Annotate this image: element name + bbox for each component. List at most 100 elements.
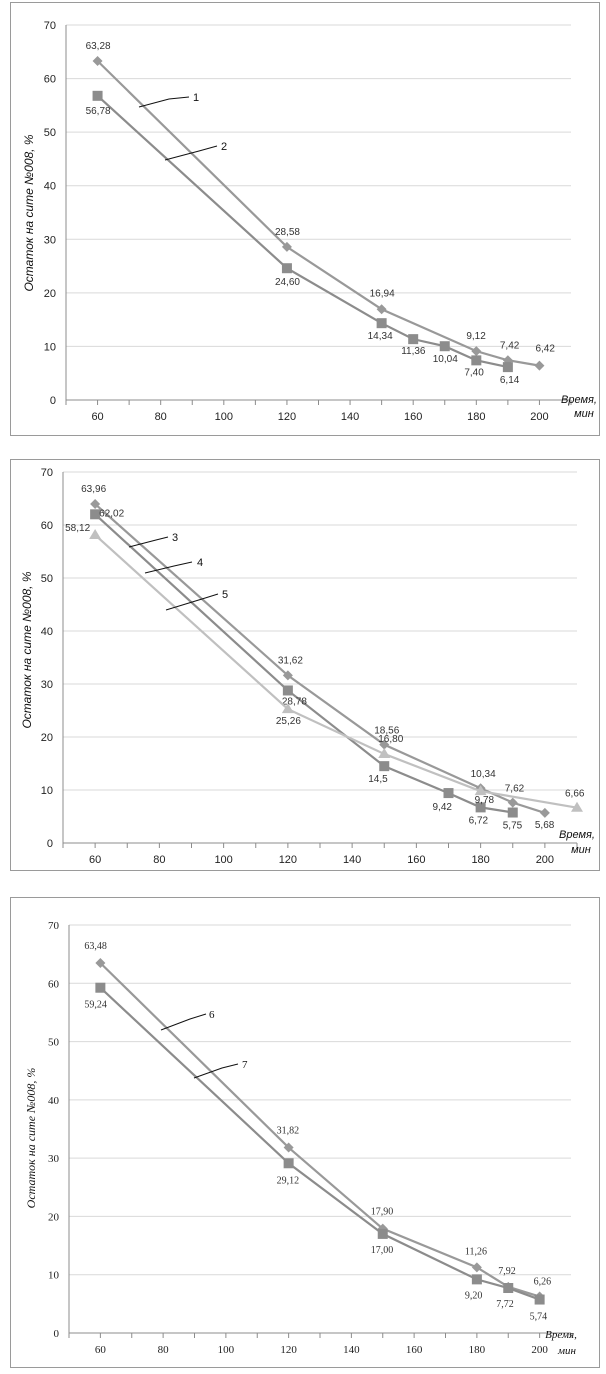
data-label: 17,90 (371, 1207, 394, 1218)
data-point (539, 807, 550, 818)
data-label: 11,26 (465, 1246, 487, 1257)
y-tick-label: 10 (48, 1270, 60, 1282)
data-point (503, 1283, 514, 1294)
x-tick-label: 100 (214, 854, 232, 866)
y-axis-label: Остаток на сите №008, % (24, 1068, 38, 1209)
y-tick-label: 70 (48, 920, 60, 932)
series-line-4 (94, 513, 513, 814)
series-5: 58,12 25,26 16,80 9,78 6,66 (65, 523, 585, 812)
y-tick-label: 60 (41, 520, 53, 532)
data-point (475, 802, 486, 813)
series-callout-label: 4 (197, 557, 203, 569)
x-axis-label-line2: мин (574, 408, 594, 420)
x-tick-label: 200 (531, 1344, 548, 1356)
data-label: 9,78 (475, 795, 495, 806)
data-point (92, 56, 103, 66)
x-tick-label: 180 (469, 1344, 486, 1356)
series-callout-label: 2 (221, 141, 227, 153)
data-label: 7,40 (464, 367, 484, 378)
data-label: 25,26 (276, 716, 301, 727)
data-label: 59,24 (84, 1000, 107, 1011)
x-tick-label: 60 (89, 854, 101, 866)
x-tick-label: 120 (279, 854, 297, 866)
series-1: 63,28 28,58 16,94 9,12 7,42 6,42 (86, 41, 555, 371)
data-point (502, 362, 513, 373)
data-label: 63,96 (81, 484, 106, 495)
data-point (379, 739, 390, 750)
chart-2: 0 10 20 30 40 50 60 70 60 80 100 120 140 160 180 200 Ост… (20, 467, 595, 866)
x-tick-label: 200 (530, 411, 548, 423)
y-tick-label: 50 (44, 127, 56, 139)
data-label: 6,14 (500, 375, 520, 386)
data-label: 29,12 (277, 1175, 300, 1186)
data-point (281, 703, 294, 714)
x-tick-label: 80 (153, 854, 165, 866)
data-point (471, 346, 482, 357)
data-label: 62,02 (99, 508, 124, 519)
x-tick-label: 120 (280, 1344, 297, 1356)
series-6: 63,48 31,82 17,90 11,26 7,92 6,26 (84, 941, 551, 1302)
data-label: 10,34 (471, 769, 496, 780)
x-axis-label-line1: Время, (561, 394, 597, 406)
data-label: 63,28 (86, 41, 111, 52)
y-tick-label: 40 (44, 181, 56, 193)
data-point (474, 785, 487, 796)
y-tick-label: 60 (48, 978, 60, 990)
data-point (471, 355, 482, 366)
data-point (376, 304, 387, 315)
data-point (379, 761, 390, 772)
data-point (376, 318, 387, 329)
data-point (408, 334, 419, 345)
series-callout-line (164, 145, 218, 161)
data-point (439, 341, 450, 352)
series-callout-line (193, 1063, 239, 1079)
data-point (283, 1142, 294, 1153)
x-tick-label: 180 (467, 411, 485, 423)
chart-1: 0 10 20 30 40 50 60 70 60 80 100 120 140 160 180 200 Ост… (22, 20, 597, 423)
y-tick-label: 20 (41, 732, 53, 744)
y-tick-label: 10 (44, 341, 56, 353)
y-tick-label: 10 (41, 785, 53, 797)
data-point (281, 241, 292, 252)
x-axis-label-line2: мин (557, 1345, 577, 1357)
x-tick-label: 140 (343, 1344, 360, 1356)
y-tick-label: 40 (48, 1095, 60, 1107)
y-tick-label: 0 (47, 838, 53, 850)
data-point (377, 1228, 388, 1239)
data-point (378, 747, 391, 758)
y-tick-label: 20 (48, 1211, 60, 1223)
data-point (471, 1262, 482, 1273)
data-label: 5,74 (530, 1312, 548, 1323)
data-point (283, 1158, 294, 1169)
series-line-6 (99, 962, 540, 1298)
y-axis-label: Остаток на сите №008, % (22, 134, 36, 291)
data-label: 63,48 (84, 941, 107, 952)
x-tick-label: 200 (536, 854, 554, 866)
data-label: 18,56 (374, 726, 399, 737)
data-label: 31,62 (278, 655, 303, 666)
data-label: 17,00 (371, 1245, 394, 1256)
x-tick-label: 100 (218, 1344, 235, 1356)
series-line-3 (94, 503, 546, 814)
data-label: 7,92 (498, 1266, 516, 1277)
data-label: 24,60 (275, 277, 300, 288)
data-label: 6,72 (469, 815, 489, 826)
series-line-1 (96, 60, 540, 367)
x-tick-label: 160 (404, 411, 422, 423)
series-3: 63,96 31,62 18,56 10,34 7,62 5,68 (81, 484, 555, 831)
data-label: 7,72 (496, 1299, 514, 1310)
data-label: 28,58 (275, 227, 300, 238)
x-tick-label: 120 (278, 411, 296, 423)
data-label: 31,82 (277, 1126, 300, 1137)
data-label: 10,04 (433, 354, 458, 365)
data-point (95, 982, 106, 993)
data-label: 14,34 (368, 331, 393, 342)
chart-panel-3: 0 10 20 30 40 50 60 70 60 80 100 120 140 160 180 200 Ост… (10, 897, 600, 1368)
x-tick-label: 180 (471, 854, 489, 866)
data-point (507, 807, 518, 818)
x-axis-label-line2: мин (571, 844, 591, 856)
series-callout-label: 7 (242, 1059, 248, 1071)
data-label: 14,5 (368, 774, 388, 785)
data-point (571, 801, 583, 812)
data-point (92, 90, 103, 101)
